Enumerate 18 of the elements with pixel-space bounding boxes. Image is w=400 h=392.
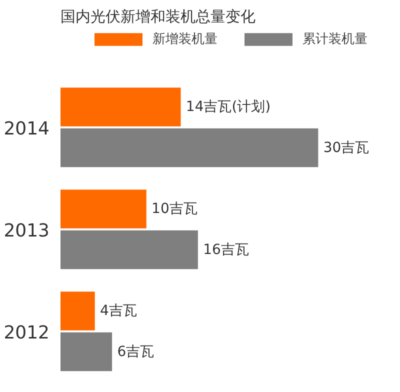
data-label: 10吉瓦 xyxy=(152,201,198,217)
y-tick-label: 2014 xyxy=(4,118,50,140)
bar xyxy=(60,292,95,330)
chart-title: 国内光伏新增和装机总量变化 xyxy=(60,8,256,26)
legend-label: 新增装机量 xyxy=(152,31,218,48)
bar xyxy=(60,128,318,168)
bar xyxy=(60,230,198,270)
data-label: 14吉瓦(计划) xyxy=(186,99,271,115)
legend-label: 累计装机量 xyxy=(302,31,368,48)
data-label: 16吉瓦 xyxy=(203,242,249,258)
data-label: 30吉瓦 xyxy=(323,140,370,156)
data-label: 4吉瓦 xyxy=(100,303,137,319)
y-tick-label: 2013 xyxy=(4,220,50,242)
y-tick-label: 2012 xyxy=(4,322,50,344)
bar xyxy=(60,190,146,228)
bar xyxy=(60,88,181,126)
bar xyxy=(60,332,112,372)
data-label: 6吉瓦 xyxy=(117,344,154,360)
